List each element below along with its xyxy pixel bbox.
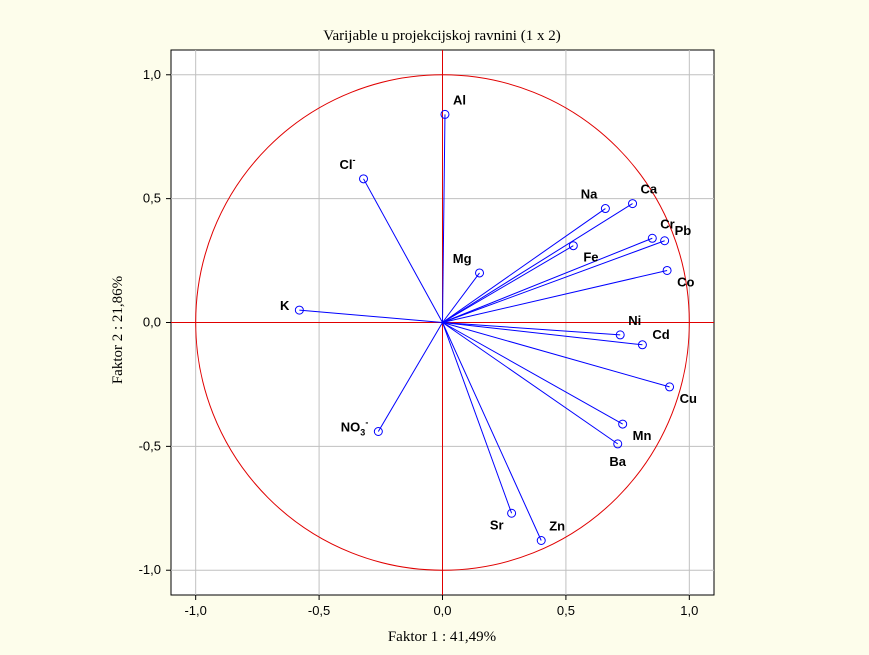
loading-vector bbox=[442, 272, 480, 323]
variable-label: NO3- bbox=[341, 418, 369, 438]
variable-label: Ba bbox=[609, 454, 626, 469]
loading-vector bbox=[442, 322, 542, 541]
variable-label: Co bbox=[677, 274, 694, 289]
loading-vector bbox=[442, 208, 606, 323]
loading-point-marker bbox=[660, 236, 670, 246]
x-tick-label: -1,0 bbox=[184, 603, 206, 618]
y-tick-label: 0,0 bbox=[143, 315, 161, 330]
loading-point-marker bbox=[618, 419, 628, 429]
x-tick-label: 0,0 bbox=[433, 603, 451, 618]
loading-point-marker bbox=[359, 174, 369, 184]
unit-circle bbox=[195, 74, 690, 571]
x-tick-label: 1,0 bbox=[680, 603, 698, 618]
x-axis-label: Faktor 1 : 41,49% bbox=[388, 629, 496, 645]
variable-label: Cl- bbox=[340, 155, 356, 172]
loading-point-marker bbox=[475, 268, 485, 278]
loading-vector bbox=[442, 322, 513, 514]
loading-vector bbox=[442, 245, 574, 323]
loading-point-marker bbox=[507, 508, 517, 518]
variable-label: Mn bbox=[633, 428, 652, 443]
loading-point-marker bbox=[637, 340, 647, 350]
variable-label: Pb bbox=[675, 223, 692, 238]
y-tick-label: 1,0 bbox=[143, 67, 161, 82]
chart-title: Varijable u projekcijskoj ravnini (1 x 2… bbox=[323, 28, 560, 44]
loading-vector bbox=[442, 114, 446, 323]
x-tick-label: -0,5 bbox=[308, 603, 330, 618]
loading-point-marker bbox=[613, 439, 623, 449]
loading-point-marker bbox=[600, 204, 610, 214]
y-tick-label: -0,5 bbox=[139, 438, 161, 453]
loading-vector bbox=[299, 309, 443, 323]
variable-label: Ca bbox=[641, 182, 658, 197]
loading-vector bbox=[442, 240, 665, 323]
loading-point-marker bbox=[662, 265, 672, 275]
loading-vector bbox=[442, 269, 668, 323]
loading-point-marker bbox=[373, 427, 383, 436]
loading-vector bbox=[442, 322, 643, 346]
y-tick-label: 0,5 bbox=[143, 191, 161, 206]
loading-point-marker bbox=[665, 382, 675, 392]
variable-label: Fe bbox=[583, 250, 598, 265]
loading-vector bbox=[377, 322, 443, 432]
variable-label: Cr bbox=[660, 216, 674, 231]
variable-label: Mg bbox=[453, 251, 472, 266]
variable-label: Ni bbox=[628, 313, 641, 328]
loading-point-marker bbox=[536, 536, 546, 545]
variable-label: Na bbox=[581, 187, 598, 202]
loading-point-marker bbox=[294, 305, 304, 315]
loading-point-marker bbox=[628, 199, 638, 209]
loading-vector bbox=[442, 322, 621, 336]
loading-vector bbox=[363, 178, 443, 323]
variable-label: Al bbox=[453, 92, 466, 107]
loading-point-marker bbox=[647, 233, 657, 243]
x-tick-label: 0,5 bbox=[557, 603, 575, 618]
loading-vector bbox=[442, 322, 670, 388]
loading-vector bbox=[442, 322, 623, 425]
loading-point-marker bbox=[440, 109, 450, 119]
y-axis-label: Faktor 2 : 21,86% bbox=[110, 276, 126, 384]
variable-label: Zn bbox=[549, 519, 565, 534]
variable-label: Cu bbox=[680, 391, 697, 406]
loading-point-marker bbox=[615, 330, 625, 340]
loading-vector bbox=[442, 237, 653, 323]
variable-label: Cd bbox=[652, 327, 669, 342]
variable-label: Sr bbox=[490, 517, 504, 532]
loading-vector bbox=[442, 322, 619, 445]
variable-label: K bbox=[280, 298, 290, 313]
y-tick-label: -1,0 bbox=[139, 562, 161, 577]
loading-vector bbox=[442, 203, 633, 323]
loading-point-marker bbox=[568, 241, 578, 251]
